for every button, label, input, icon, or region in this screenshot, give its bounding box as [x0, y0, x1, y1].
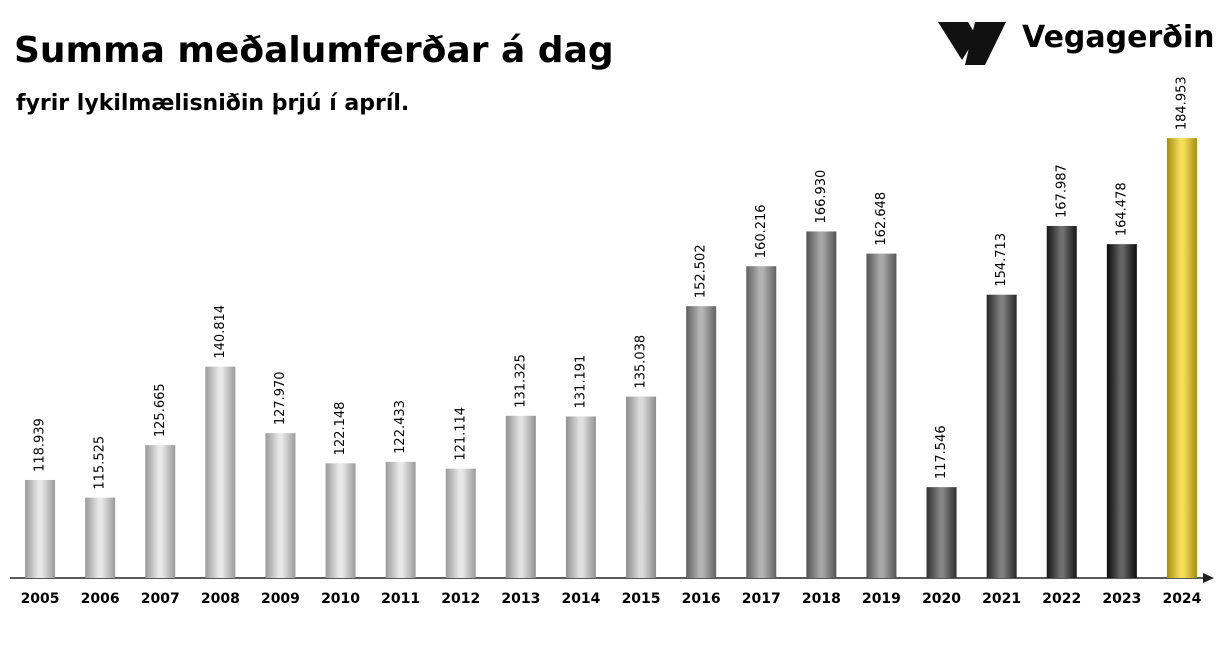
x-tick-label: 2005	[21, 591, 60, 607]
x-tick-label: 2023	[1102, 591, 1141, 607]
value-label: 154.713	[994, 233, 1009, 287]
chart-subtitle: fyrir lykilmælisniðin þrjú í apríl.	[16, 91, 409, 116]
bar	[265, 433, 296, 578]
bar	[686, 306, 717, 578]
value-label: 125.665	[153, 383, 168, 437]
bar	[626, 396, 657, 578]
value-label: 162.648	[874, 192, 889, 246]
x-tick-label: 2022	[1042, 591, 1081, 607]
x-tick-label: 2016	[682, 591, 721, 607]
bar	[926, 487, 957, 578]
logo-icon	[938, 22, 1006, 65]
value-label: 117.546	[934, 425, 949, 479]
value-label: 135.038	[634, 335, 649, 389]
x-tick-label: 2024	[1162, 591, 1201, 607]
x-tick-label: 2007	[141, 591, 180, 607]
bar	[385, 461, 416, 578]
bar	[145, 445, 176, 578]
x-tick-label: 2006	[81, 591, 120, 607]
bar	[806, 231, 837, 578]
x-tick-label: 2013	[501, 591, 540, 607]
bar	[25, 479, 56, 578]
value-label: 122.433	[393, 400, 408, 454]
value-label: 121.114	[453, 407, 468, 461]
bar	[1166, 138, 1197, 578]
x-tick-label: 2019	[862, 591, 901, 607]
x-tick-label: 2009	[261, 591, 300, 607]
bar	[746, 266, 777, 578]
value-label: 152.502	[694, 244, 709, 298]
x-tick-label: 2021	[982, 591, 1021, 607]
value-label: 166.930	[814, 170, 829, 224]
bar	[1106, 244, 1137, 578]
chart-title: Summa meðalumferðar á dag	[14, 30, 614, 71]
value-label: 131.325	[513, 354, 528, 408]
value-label: 127.970	[273, 371, 288, 425]
value-label: 184.953	[1174, 76, 1189, 130]
x-tick-label: 2015	[622, 591, 661, 607]
value-label: 164.478	[1114, 182, 1129, 236]
bar	[85, 497, 116, 578]
bar	[325, 463, 356, 578]
value-label: 115.525	[93, 436, 108, 490]
value-label: 160.216	[754, 204, 769, 258]
bar	[986, 294, 1017, 578]
value-label: 167.987	[1054, 164, 1069, 218]
bar	[565, 416, 596, 578]
x-tick-label: 2018	[802, 591, 841, 607]
value-label: 131.191	[573, 355, 588, 409]
bar	[445, 468, 476, 578]
axis-arrow	[1203, 573, 1214, 583]
x-tick-label: 2014	[561, 591, 600, 607]
x-tick-label: 2012	[441, 591, 480, 607]
brand: Vegagerðin	[1022, 20, 1215, 55]
bar	[866, 253, 897, 579]
value-label: 140.814	[213, 305, 228, 359]
bar	[1046, 225, 1077, 578]
bar	[505, 415, 536, 578]
bar	[205, 366, 236, 578]
x-tick-label: 2020	[922, 591, 961, 607]
x-tick-label: 2017	[742, 591, 781, 607]
x-tick-label: 2010	[321, 591, 360, 607]
x-tick-label: 2008	[201, 591, 240, 607]
value-label: 118.939	[33, 418, 48, 472]
x-tick-label: 2011	[381, 591, 420, 607]
value-label: 122.148	[333, 402, 348, 456]
